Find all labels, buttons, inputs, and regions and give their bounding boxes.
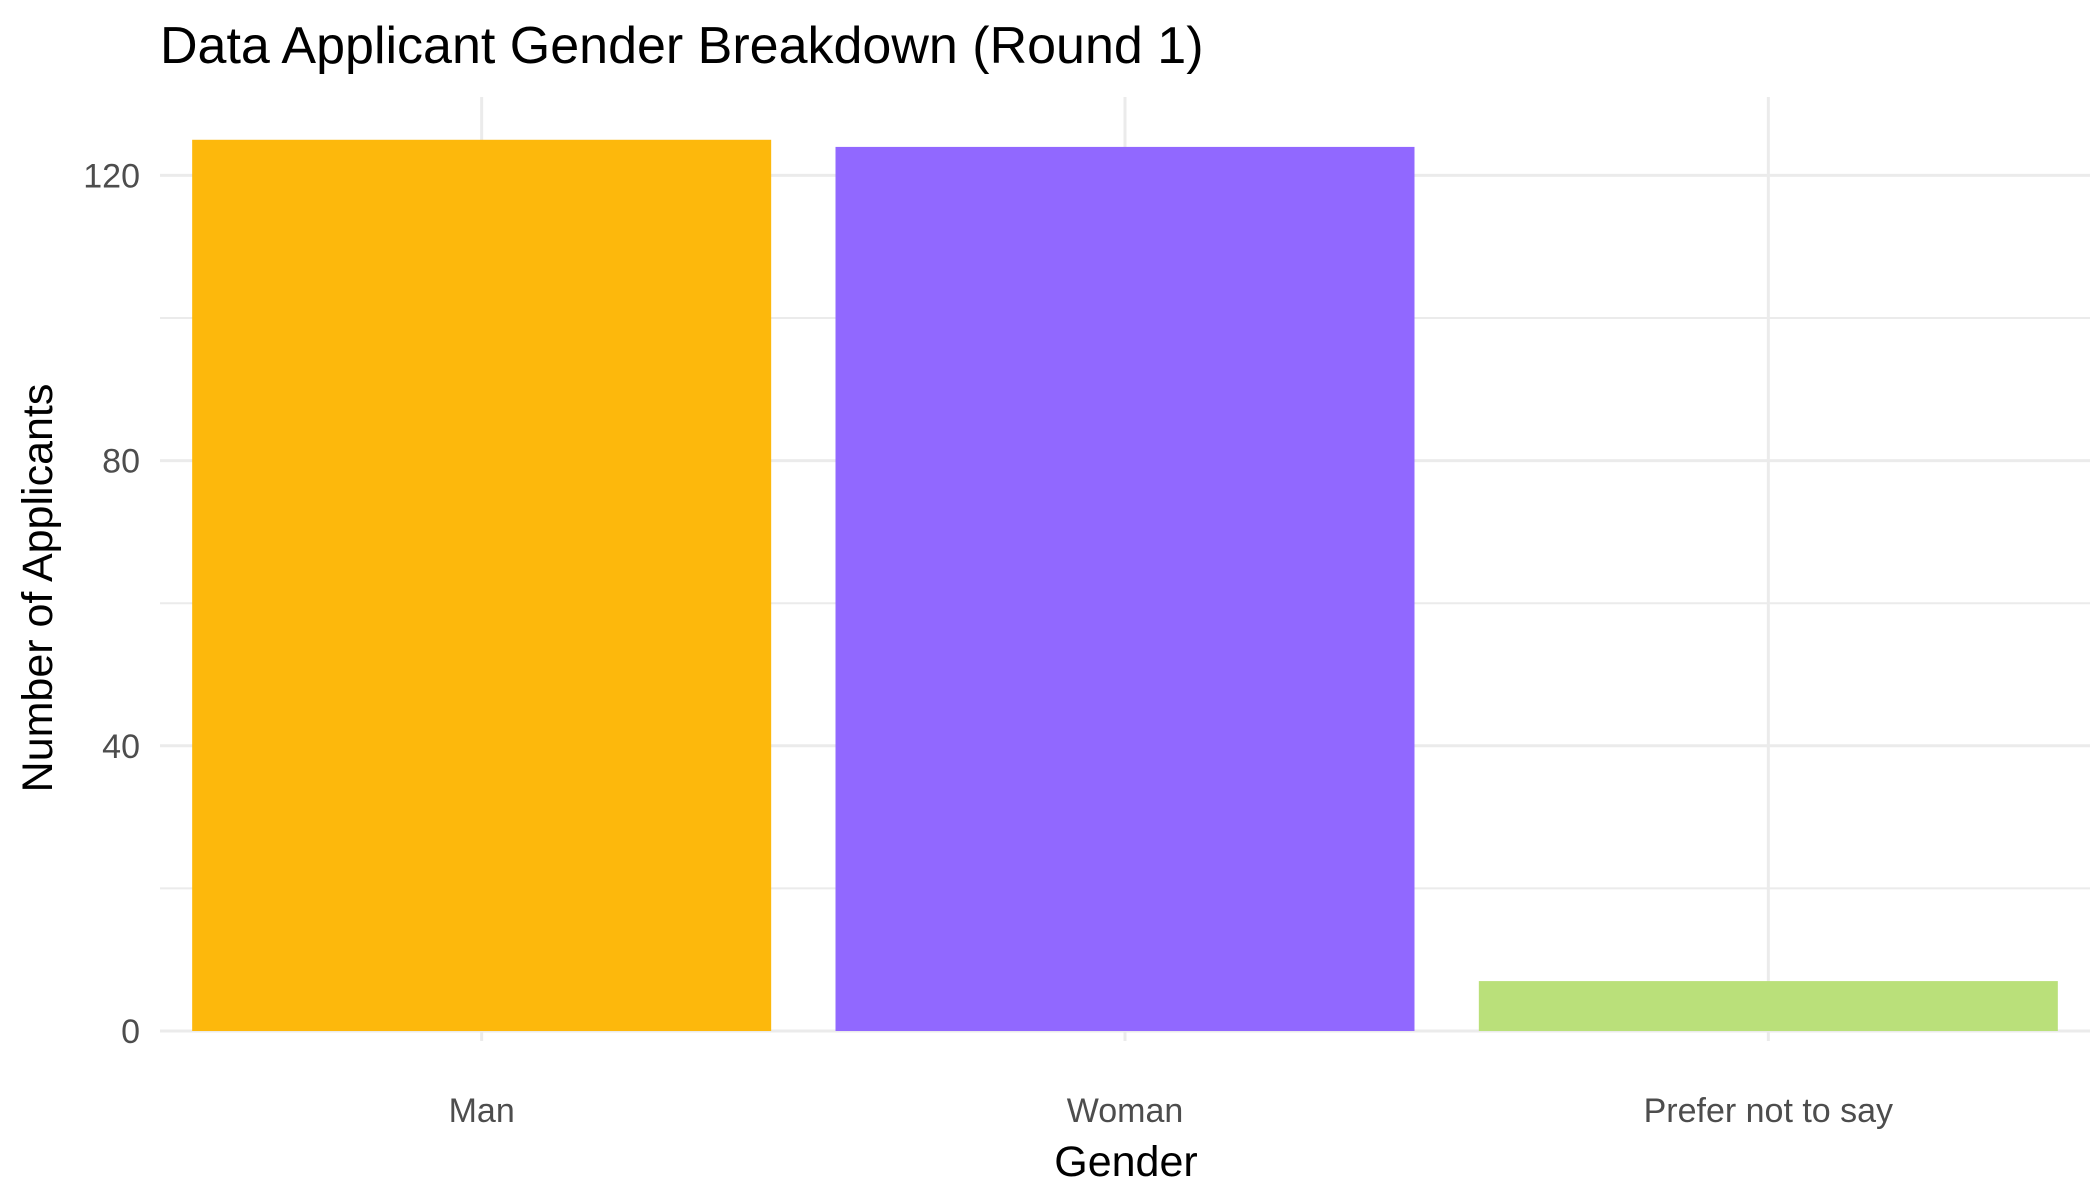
y-axis-title: Number of Applicants — [14, 384, 62, 793]
x-tick-label: Woman — [1067, 1092, 1184, 1130]
x-tick-label: Prefer not to say — [1644, 1092, 1893, 1130]
x-axis-title: Gender — [1054, 1138, 1197, 1186]
chart-title: Data Applicant Gender Breakdown (Round 1… — [160, 17, 1204, 75]
y-tick-label: 120 — [83, 157, 140, 195]
x-tick-label: Man — [449, 1092, 515, 1130]
x-axis-ticks: Man Woman Prefer not to say — [449, 1092, 1893, 1130]
y-tick-label: 80 — [102, 443, 140, 481]
bar-man — [192, 139, 772, 1031]
y-tick-label: 40 — [102, 728, 140, 766]
bars — [192, 139, 2058, 1032]
y-axis-ticks: 0 40 80 120 — [83, 157, 140, 1051]
y-tick-label: 0 — [121, 1013, 140, 1051]
bar-woman — [835, 146, 1415, 1032]
bar-prefer-not-to-say — [1478, 981, 2058, 1031]
